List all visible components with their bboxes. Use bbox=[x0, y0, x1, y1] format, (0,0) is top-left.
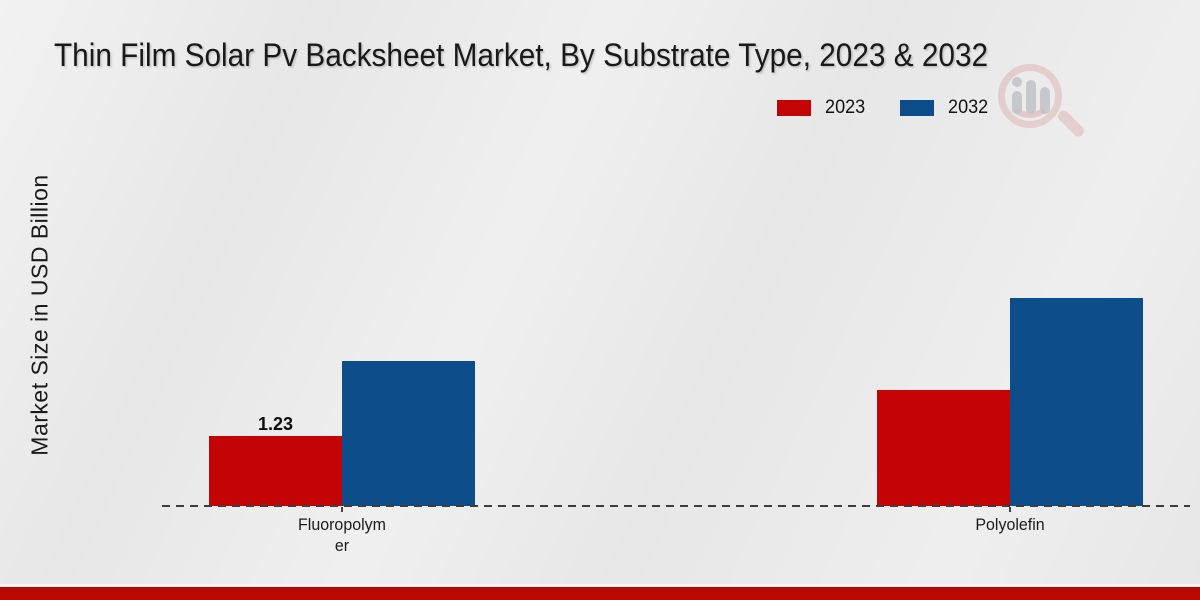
x-tick-label-fluoropolymer: Fluoropolym er bbox=[248, 514, 436, 556]
x-tick-label-line: Fluoropolym bbox=[298, 515, 386, 534]
legend-label-2023: 2023 bbox=[825, 97, 866, 118]
legend-label-2032: 2032 bbox=[948, 97, 989, 118]
x-tick-label-polyolefin: Polyolefin bbox=[916, 514, 1104, 535]
bar-2032-polyolefin bbox=[1010, 298, 1143, 506]
bar-2023-fluoropolymer bbox=[209, 436, 342, 506]
bar-value-label: 1.23 bbox=[257, 414, 294, 434]
chart-title: Thin Film Solar Pv Backsheet Market, By … bbox=[54, 37, 989, 73]
bar-2032-fluoropolymer bbox=[342, 361, 475, 506]
magnifier-ring-icon bbox=[998, 64, 1062, 128]
footer-divider bbox=[0, 584, 1200, 587]
footer-accent-bar bbox=[0, 587, 1200, 600]
x-tick-label-line: er bbox=[334, 536, 350, 555]
x-tick-label-line: Polyolefin bbox=[975, 515, 1045, 534]
legend-item-2023: 2023 bbox=[777, 97, 866, 119]
x-axis-tick-polyolefin bbox=[1009, 507, 1011, 512]
magnifier-arc-icon bbox=[1008, 82, 1052, 118]
legend-item-2032: 2032 bbox=[900, 97, 989, 119]
logo-dot-icon bbox=[1012, 77, 1022, 87]
legend-swatch-2023 bbox=[777, 100, 811, 116]
logo-bar-icon bbox=[1040, 87, 1050, 114]
logo-bar-icon bbox=[1026, 80, 1036, 114]
legend: 2023 2032 bbox=[777, 97, 990, 119]
brand-watermark-icon bbox=[998, 60, 1108, 155]
x-axis-tick-fluoropolymer bbox=[341, 507, 343, 512]
legend-swatch-2032 bbox=[900, 100, 935, 116]
bar-2023-polyolefin bbox=[877, 390, 1010, 506]
x-axis-line bbox=[162, 505, 1190, 507]
logo-bar-icon bbox=[1012, 91, 1022, 114]
